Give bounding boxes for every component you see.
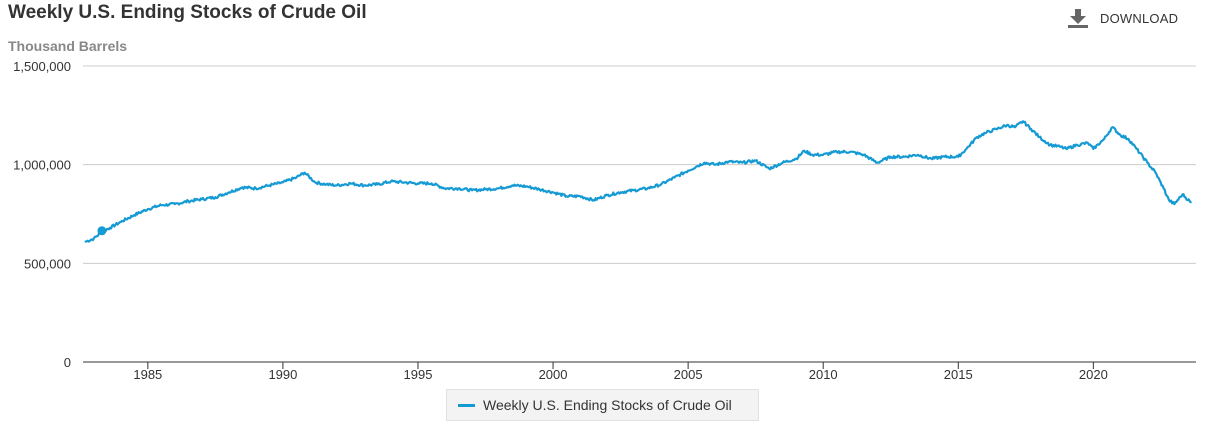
legend-swatch xyxy=(458,403,475,407)
x-tick-label: 1985 xyxy=(133,367,162,382)
y-axis-unit-label: Thousand Barrels xyxy=(8,38,128,54)
download-button[interactable]: DOWNLOAD xyxy=(1068,6,1178,30)
chart-title: Weekly U.S. Ending Stocks of Crude Oil xyxy=(8,2,367,23)
x-axis: 1985 1990 1995 2000 2005 2010 2015 2020 xyxy=(83,361,1196,382)
series-line xyxy=(84,120,1192,243)
download-label: DOWNLOAD xyxy=(1100,10,1179,26)
data-point-marker xyxy=(97,226,107,236)
gridlines xyxy=(83,65,1196,264)
y-tick-label: 0 xyxy=(64,355,71,370)
series xyxy=(84,120,1192,243)
download-icon xyxy=(1068,9,1088,28)
x-tick-label: 2000 xyxy=(539,367,568,382)
y-tick-label: 500,000 xyxy=(24,256,71,271)
x-tick-label: 2015 xyxy=(944,367,973,382)
legend-item[interactable]: Weekly U.S. Ending Stocks of Crude Oil xyxy=(446,389,759,421)
y-tick-label: 1,500,000 xyxy=(13,59,71,74)
y-axis: 0 500,000 1,000,000 1,500,000 xyxy=(13,59,71,370)
x-tick-label: 2010 xyxy=(809,367,838,382)
x-tick-label: 1990 xyxy=(268,367,297,382)
x-tick-label: 2005 xyxy=(674,367,703,382)
x-tick-label: 1995 xyxy=(404,367,433,382)
x-tick-label: 2020 xyxy=(1079,367,1108,382)
legend-label: Weekly U.S. Ending Stocks of Crude Oil xyxy=(483,397,732,413)
y-tick-label: 1,000,000 xyxy=(13,158,71,173)
